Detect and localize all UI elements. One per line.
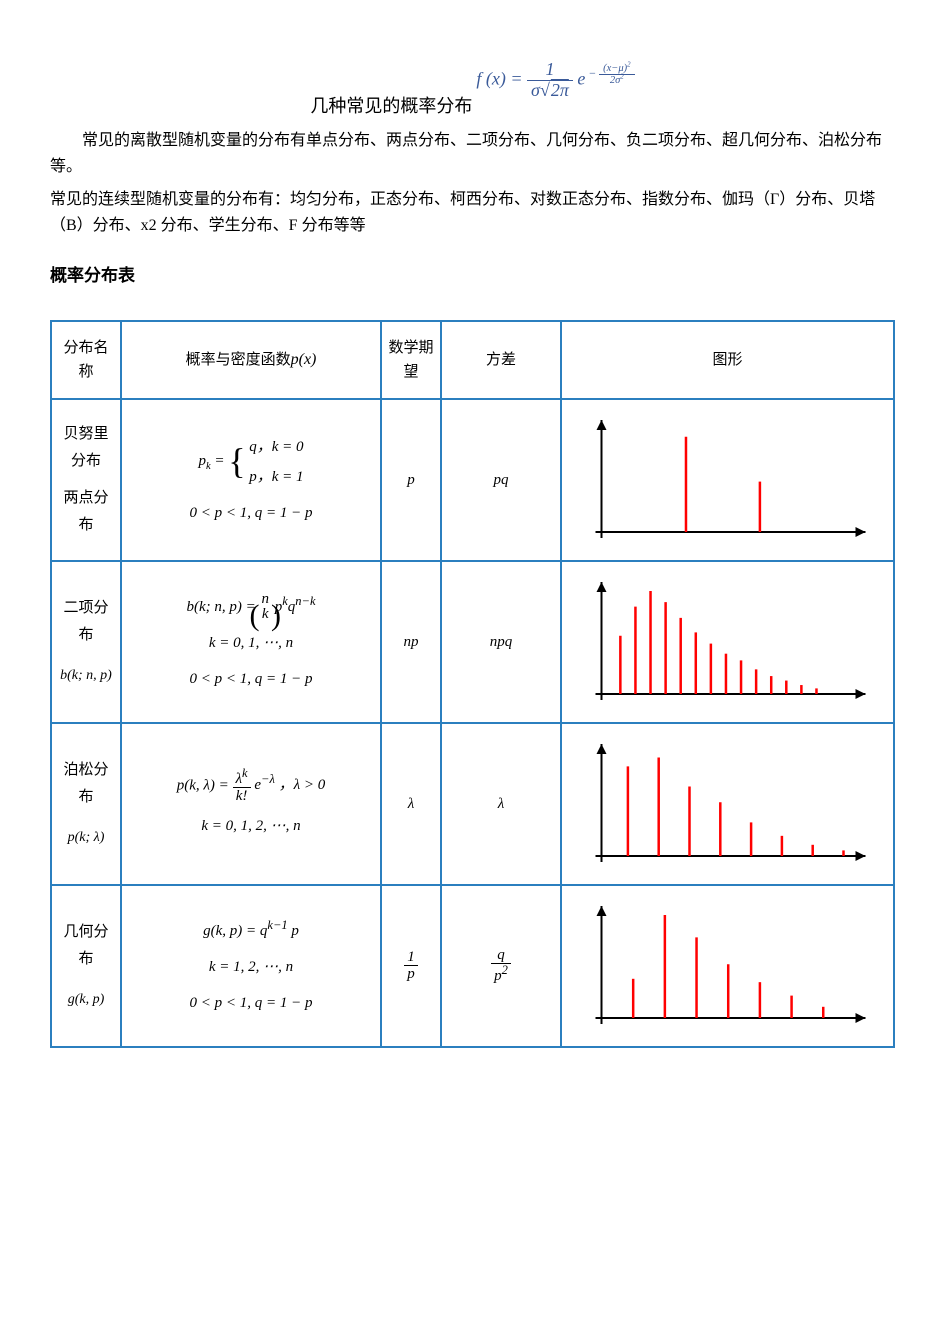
cell-name-geometric: 几何分布 g(k, p) xyxy=(51,885,121,1047)
cell-var-geometric: q p2 xyxy=(441,885,561,1047)
table-row: 几何分布 g(k, p) g(k, p) = qk−1 p k = 1, 2, … xyxy=(51,885,894,1047)
chart-binomial xyxy=(568,572,887,712)
cell-var-poisson: λ xyxy=(441,723,561,885)
th-expectation: 数学期望 xyxy=(381,321,441,399)
section-heading: 概率分布表 xyxy=(50,262,895,289)
cell-exp-geometric: 1 p xyxy=(381,885,441,1047)
table-row: 贝努里分布 两点分布 pk = { q，k = 0 p，k = 1 0 < p … xyxy=(51,399,894,561)
cell-pdf-binomial: b(k; n, p) = n k pkqn−k k = 0, 1, ⋯, n 0… xyxy=(121,561,381,723)
intro-paragraph-1: 常见的离散型随机变量的分布有单点分布、两点分布、二项分布、几何分布、负二项分布、… xyxy=(50,128,895,179)
cell-var-binomial: npq xyxy=(441,561,561,723)
table-header-row: 分布名称 概率与密度函数p(x) 数学期望 方差 图形 xyxy=(51,321,894,399)
cell-pdf-bernoulli: pk = { q，k = 0 p，k = 1 0 < p < 1, q = 1 … xyxy=(121,399,381,561)
cases: q，k = 0 p，k = 1 xyxy=(249,432,303,492)
formula-exponent: − (x−μ)2 2σ2 xyxy=(585,67,634,80)
normal-pdf-formula: f (x) = 1 σ√2π e − (x−μ)2 2σ2 xyxy=(476,60,634,101)
cell-name-binomial: 二项分布 b(k; n, p) xyxy=(51,561,121,723)
cell-name-bernoulli: 贝努里分布 两点分布 xyxy=(51,399,121,561)
cell-exp-binomial: np xyxy=(381,561,441,723)
cell-name-poisson: 泊松分布 p(k; λ) xyxy=(51,723,121,885)
th-pdf: 概率与密度函数p(x) xyxy=(121,321,381,399)
cell-pdf-poisson: p(k, λ) = λk k! e−λ ，λ > 0 k = 0, 1, 2, … xyxy=(121,723,381,885)
cell-exp-bernoulli: p xyxy=(381,399,441,561)
chart-bernoulli xyxy=(568,410,887,550)
title-row: 几种常见的概率分布 f (x) = 1 σ√2π e − (x−μ)2 2σ2 xyxy=(50,60,895,110)
binomial-coeff: n k xyxy=(259,592,271,622)
cell-var-bernoulli: pq xyxy=(441,399,561,561)
table-row: 二项分布 b(k; n, p) b(k; n, p) = n k pkqn−k … xyxy=(51,561,894,723)
cell-figure-binomial xyxy=(561,561,894,723)
cell-figure-bernoulli xyxy=(561,399,894,561)
chart-geometric xyxy=(568,896,887,1036)
page-title: 几种常见的概率分布 xyxy=(310,92,472,121)
table-row: 泊松分布 p(k; λ) p(k, λ) = λk k! e−λ ，λ > 0 … xyxy=(51,723,894,885)
chart-poisson xyxy=(568,734,887,874)
cell-pdf-geometric: g(k, p) = qk−1 p k = 1, 2, ⋯, n 0 < p < … xyxy=(121,885,381,1047)
th-name: 分布名称 xyxy=(51,321,121,399)
frac-num: 1 xyxy=(527,60,573,81)
th-figure: 图形 xyxy=(561,321,894,399)
frac-den: σ√2π xyxy=(527,81,573,101)
cell-exp-poisson: λ xyxy=(381,723,441,885)
intro-paragraph-2: 常见的连续型随机变量的分布有：均匀分布，正态分布、柯西分布、对数正态分布、指数分… xyxy=(50,187,895,238)
pk-label: pk = xyxy=(198,453,228,469)
poisson-fraction: λk k! xyxy=(233,767,251,805)
cell-figure-poisson xyxy=(561,723,894,885)
th-variance: 方差 xyxy=(441,321,561,399)
distribution-table: 分布名称 概率与密度函数p(x) 数学期望 方差 图形 贝努里分布 两点分布 p… xyxy=(50,320,895,1048)
cell-figure-geometric xyxy=(561,885,894,1047)
formula-lhs: f (x) = xyxy=(476,68,522,88)
formula-fraction: 1 σ√2π xyxy=(527,60,573,101)
